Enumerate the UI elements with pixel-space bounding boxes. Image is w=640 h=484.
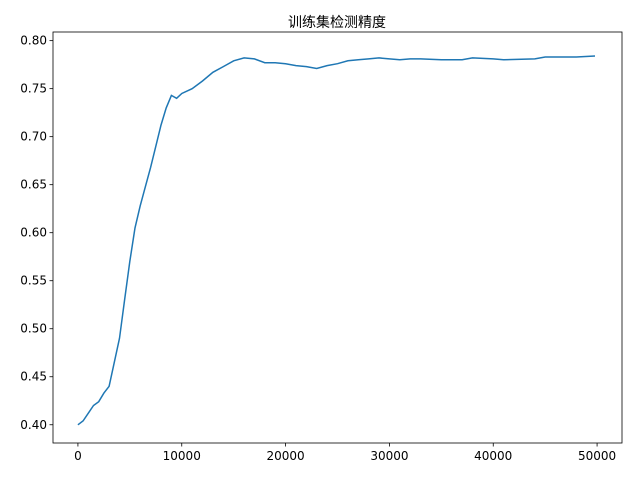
y-tick-label: 0.70 [20, 130, 47, 144]
chart-title: 训练集检测精度 [288, 14, 386, 31]
x-axis: 0 10000 20000 30000 40000 50000 [74, 443, 616, 463]
y-axis: 0.40 0.45 0.50 0.55 0.60 0.65 0.70 0.75 0.80 [20, 34, 53, 432]
x-tick-label: 40000 [474, 449, 512, 463]
x-tick-label: 10000 [163, 449, 201, 463]
y-tick-label: 0.60 [20, 226, 47, 240]
y-tick-label: 0.40 [20, 418, 47, 432]
plot-area [52, 31, 623, 444]
y-tick-label: 0.55 [20, 274, 47, 288]
x-tick-label: 0 [74, 449, 82, 463]
y-tick-label: 0.80 [20, 34, 47, 48]
y-tick-label: 0.75 [20, 82, 47, 96]
x-tick-label: 30000 [370, 449, 408, 463]
x-tick-label: 20000 [266, 449, 304, 463]
x-tick-label: 50000 [578, 449, 616, 463]
series-line [77, 55, 596, 426]
y-tick-label: 0.65 [20, 178, 47, 192]
y-tick-label: 0.50 [20, 322, 47, 336]
y-tick-label: 0.45 [20, 370, 47, 384]
